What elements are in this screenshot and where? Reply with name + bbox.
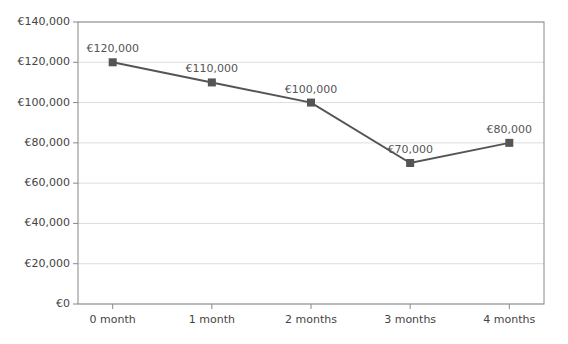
y-tick [73, 304, 78, 305]
marker [208, 78, 216, 86]
grid-line [78, 62, 544, 63]
y-tick-label: €100,000 [18, 96, 71, 109]
x-tick [112, 304, 113, 309]
y-tick [73, 142, 78, 143]
y-tick-label: €140,000 [18, 15, 71, 28]
x-tick-label: 1 month [189, 313, 235, 326]
x-tick-label: 4 months [483, 313, 535, 326]
grid-line [78, 142, 544, 143]
x-tick [311, 304, 312, 309]
y-tick [73, 263, 78, 264]
y-tick-label: €120,000 [18, 55, 71, 68]
y-tick-label: €0 [56, 297, 70, 310]
marker [109, 58, 117, 66]
y-tick-label: €60,000 [25, 176, 71, 189]
x-tick-label: 2 months [285, 313, 337, 326]
y-tick [73, 62, 78, 63]
y-tick-label: €80,000 [25, 136, 71, 149]
plot-frame [78, 22, 544, 304]
grid [78, 22, 544, 304]
grid-line [78, 263, 544, 264]
line [113, 62, 510, 163]
series [109, 58, 514, 167]
y-tick-label: €20,000 [25, 257, 71, 270]
y-tick [73, 102, 78, 103]
y-tick [73, 223, 78, 224]
x-tick-label: 3 months [384, 313, 436, 326]
data-label: €120,000 [86, 42, 139, 55]
data-label: €70,000 [387, 143, 433, 156]
chart: €0 €20,000 €40,000 €60,000 €80,000 €100,000 €1… [0, 0, 568, 344]
grid-line [78, 183, 544, 184]
data-label: €110,000 [186, 62, 239, 75]
y-tick [73, 183, 78, 184]
x-tick-label: 0 month [90, 313, 136, 326]
x-tick [509, 304, 510, 309]
data-label: €100,000 [285, 83, 338, 96]
marker [406, 159, 414, 167]
x-tick [211, 304, 212, 309]
y-tick-label: €40,000 [25, 216, 71, 229]
data-label: €80,000 [487, 123, 533, 136]
grid-line [78, 223, 544, 224]
marker [307, 99, 315, 107]
x-tick [410, 304, 411, 309]
y-tick [73, 22, 78, 23]
marker [505, 139, 513, 147]
